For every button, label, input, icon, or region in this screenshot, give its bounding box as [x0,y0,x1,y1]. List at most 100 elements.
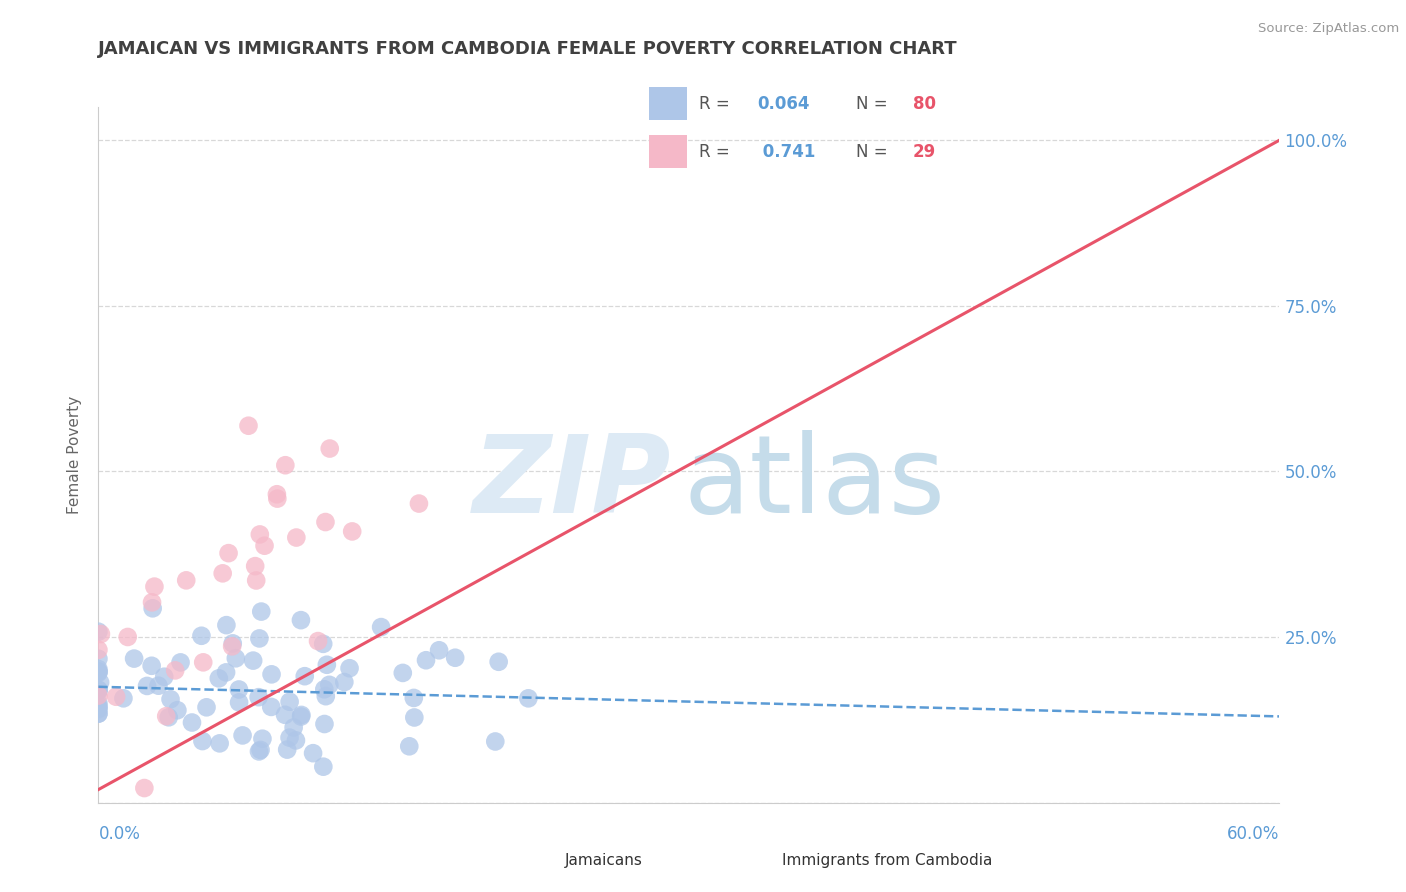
Point [193,656,215,670]
Point [398,739,420,754]
Point [284,733,307,747]
Point [250,605,273,619]
Text: JAMAICAN VS IMMIGRANTS FROM CAMBODIA FEMALE POVERTY CORRELATION CHART: JAMAICAN VS IMMIGRANTS FROM CAMBODIA FEM… [98,40,957,58]
Point [517,691,540,706]
Point [211,566,233,581]
Point [402,690,425,705]
Point [87,624,110,639]
Point [89,675,111,690]
Point [415,653,437,667]
Point [87,665,110,679]
Point [87,665,110,679]
Point [315,689,337,703]
Point [195,700,218,714]
Text: 29: 29 [912,143,936,161]
Text: 0.741: 0.741 [758,143,815,161]
Point [165,664,187,678]
Point [404,710,426,724]
Point [208,671,231,685]
Point [274,458,297,473]
Point [87,684,110,698]
Point [221,640,243,654]
Point [112,691,135,706]
Point [87,682,110,697]
Text: ZIP: ZIP [472,430,671,536]
Point [339,661,361,675]
Text: 60.0%: 60.0% [1227,825,1279,843]
Point [484,734,506,748]
Point [242,654,264,668]
Point [319,442,342,456]
Point [153,670,176,684]
Point [285,531,308,545]
Point [238,418,260,433]
Point [243,559,266,574]
Point [253,539,276,553]
Point [249,527,271,541]
Point [333,675,356,690]
Point [155,709,177,723]
Point [290,709,312,723]
Point [247,632,270,646]
Point [87,701,110,715]
Point [247,744,270,758]
Point [276,742,298,756]
Point [105,690,128,704]
Point [174,574,197,588]
Point [87,702,110,716]
Point [208,736,231,750]
Point [159,692,181,706]
Point [87,652,110,666]
Point [312,637,335,651]
Point [190,629,212,643]
Point [290,707,312,722]
Point [169,656,191,670]
Point [87,643,110,657]
Point [247,690,270,705]
Point [166,703,188,717]
Point [87,689,110,703]
Point [87,698,110,713]
Point [90,627,112,641]
Text: Jamaicans: Jamaicans [565,854,643,868]
Point [222,636,245,650]
Point [142,601,165,615]
Point [141,595,163,609]
Point [314,682,336,697]
Text: atlas: atlas [683,430,945,536]
Point [340,524,363,539]
Point [274,707,297,722]
Point [266,487,288,501]
Point [391,665,413,680]
Point [249,743,271,757]
Point [370,620,392,634]
Point [191,734,214,748]
Point [87,706,110,721]
Text: Immigrants from Cambodia: Immigrants from Cambodia [782,854,993,868]
Point [134,780,156,795]
FancyBboxPatch shape [650,136,688,168]
Point [225,651,247,665]
Text: N =: N = [856,95,893,112]
Point [488,655,510,669]
Point [87,662,110,676]
FancyBboxPatch shape [650,87,688,120]
Text: R =: R = [699,95,734,112]
Point [314,717,336,731]
Point [444,650,467,665]
Point [181,715,204,730]
Point [215,665,238,680]
Point [218,546,240,560]
Text: 80: 80 [912,95,936,112]
Point [245,574,267,588]
Point [252,731,274,746]
Point [228,695,250,709]
Point [157,710,180,724]
Point [87,697,110,711]
Point [87,665,110,680]
Text: R =: R = [699,143,734,161]
Point [87,682,110,697]
Point [307,634,329,648]
Point [278,731,301,745]
Point [228,682,250,697]
